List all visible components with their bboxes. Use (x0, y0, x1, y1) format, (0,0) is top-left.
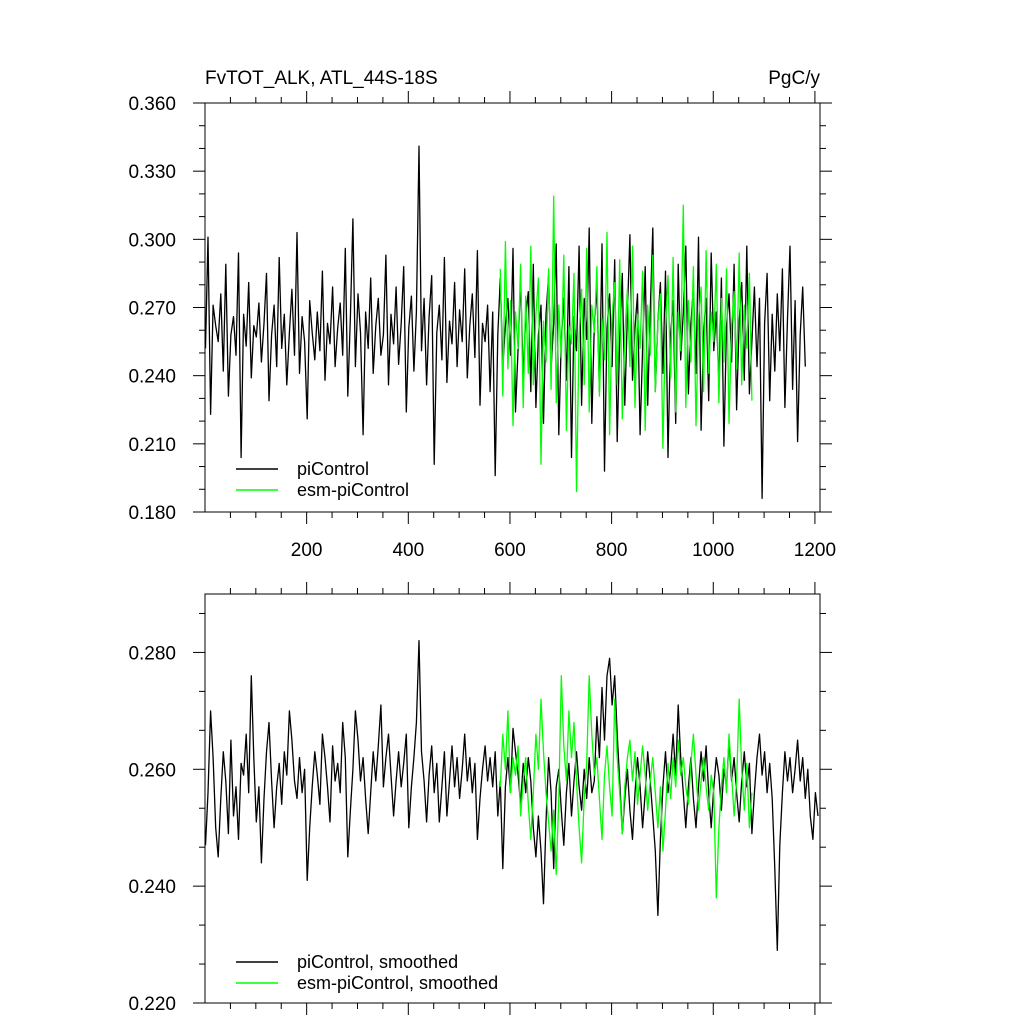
top-y-tick-label: 0.240 (128, 367, 176, 388)
top-panel: FvTOT_ALK, ATL_44S-18S PgC/y 200 400 600 80… (128, 68, 836, 561)
top-y-tick-label: 0.330 (128, 162, 176, 183)
top-y-tick-label: 0.300 (128, 230, 176, 251)
legend-label-picontrol-smoothed: piControl, smoothed (297, 952, 458, 972)
bottom-legend: piControl, smoothed esm-piControl, smoot… (236, 952, 498, 993)
legend-label-picontrol: piControl (297, 459, 369, 479)
top-x-tick-label: 600 (494, 540, 526, 561)
top-chart-units: PgC/y (768, 68, 820, 89)
top-chart-title: FvTOT_ALK, ATL_44S-18S (205, 68, 438, 89)
bottom-panel: 0.220 0.240 0.260 0.280 piControl, smoothed… (128, 582, 832, 1015)
top-y-tick-label: 0.210 (128, 435, 176, 456)
bottom-plot-frame (204, 593, 821, 1004)
bottom-series-picontrol-line (204, 640, 819, 952)
top-legend: piControl esm-piControl (236, 459, 409, 500)
top-x-tick-label: 1200 (794, 540, 836, 561)
top-x-tick-label: 200 (291, 540, 323, 561)
top-x-tick-label: 1000 (692, 540, 734, 561)
bottom-series-esm-picontrol-line (499, 675, 753, 899)
bottom-y-tick-label: 0.260 (128, 760, 176, 781)
top-x-tick-label: 800 (596, 540, 628, 561)
top-y-tick-label: 0.360 (128, 94, 176, 115)
bottom-y-tick-label: 0.280 (128, 643, 176, 664)
top-x-tick-label: 400 (392, 540, 424, 561)
bottom-y-tick-label: 0.220 (128, 994, 176, 1015)
top-y-tick-label: 0.270 (128, 299, 176, 320)
top-series-esm-picontrol-line (499, 195, 753, 493)
bottom-y-tick-label: 0.240 (128, 877, 176, 898)
top-y-tick-label: 0.180 (128, 503, 176, 524)
legend-label-esm-picontrol-smoothed: esm-piControl, smoothed (297, 973, 498, 993)
legend-label-esm-picontrol: esm-piControl (297, 480, 409, 500)
